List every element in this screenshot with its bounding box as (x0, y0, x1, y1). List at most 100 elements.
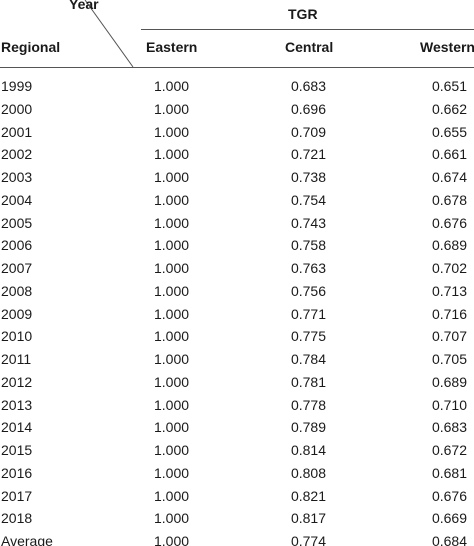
cell-central: 0.754 (290, 191, 326, 208)
header-diagonal-line (84, 0, 134, 68)
cell-year: 2003 (1, 169, 33, 185)
table-row: 2001 1.000 0.709 0.655 (0, 121, 474, 144)
cell-eastern: 1.000 (154, 146, 190, 163)
cell-year: 1999 (1, 78, 33, 94)
cell-eastern: 1.000 (154, 123, 190, 140)
cell-western: 0.661 (431, 146, 467, 163)
cell-year: 2015 (1, 442, 33, 458)
cell-western: 0.716 (431, 305, 467, 322)
cell-western: 0.684 (431, 533, 467, 546)
cell-western: 0.676 (431, 487, 467, 504)
cell-central: 0.721 (290, 146, 326, 163)
cell-western: 0.672 (431, 442, 467, 458)
cell-eastern: 1.000 (154, 351, 190, 367)
table-row: 2004 1.000 0.754 0.678 (0, 189, 474, 212)
cell-year: 2011 (1, 351, 32, 367)
cell-central: 0.763 (290, 260, 326, 276)
cell-year: 2017 (1, 487, 33, 504)
cell-central: 0.789 (290, 419, 326, 436)
table-row: 2008 1.000 0.756 0.713 (0, 280, 474, 303)
cell-western: 0.702 (431, 260, 467, 276)
cell-western: 0.683 (431, 419, 467, 436)
cell-eastern: 1.000 (154, 214, 190, 231)
table-row: 2013 1.000 0.778 0.710 (0, 394, 474, 417)
corner-header-year: Year (69, 0, 99, 12)
table-row: 2018 1.000 0.817 0.669 (0, 507, 474, 530)
cell-year: 2000 (1, 100, 33, 117)
cell-year: Average (1, 533, 53, 546)
header-bottom-rule (0, 67, 474, 68)
table-row: 2009 1.000 0.771 0.716 (0, 303, 474, 326)
table-row: 2011 1.000 0.784 0.705 (0, 348, 474, 371)
cell-western: 0.662 (431, 100, 467, 117)
cell-central: 0.738 (290, 169, 326, 185)
cell-central: 0.756 (290, 282, 326, 299)
cell-year: 2014 (1, 419, 33, 436)
cell-western: 0.707 (431, 328, 467, 345)
cell-eastern: 1.000 (154, 442, 190, 458)
cell-year: 2007 (1, 260, 33, 276)
cell-western: 0.689 (431, 373, 467, 390)
cell-eastern: 1.000 (154, 328, 190, 345)
table-row: 2015 1.000 0.814 0.672 (0, 439, 474, 462)
cell-central: 0.817 (290, 510, 326, 527)
cell-western: 0.705 (431, 351, 467, 367)
group-header-tgr: TGR (288, 6, 318, 22)
cell-year: 2013 (1, 396, 33, 413)
cell-eastern: 1.000 (154, 396, 190, 413)
cell-central: 0.758 (290, 237, 326, 254)
cell-central: 0.821 (290, 487, 326, 504)
cell-western: 0.676 (431, 214, 467, 231)
table-row: 2014 1.000 0.789 0.683 (0, 416, 474, 439)
cell-eastern: 1.000 (154, 237, 190, 254)
cell-year: 2006 (1, 237, 33, 254)
cell-central: 0.696 (290, 100, 326, 117)
cell-eastern: 1.000 (154, 419, 190, 436)
table-row: 2003 1.000 0.738 0.674 (0, 166, 474, 189)
cell-eastern: 1.000 (154, 191, 190, 208)
column-header-eastern: Eastern (146, 39, 198, 55)
cell-central: 0.814 (290, 442, 326, 458)
table-row: Average 1.000 0.774 0.684 (0, 530, 474, 546)
cell-central: 0.771 (290, 305, 326, 322)
table-row: 2006 1.000 0.758 0.689 (0, 234, 474, 257)
column-header-western: Western (420, 39, 474, 55)
table-row: 2002 1.000 0.721 0.661 (0, 143, 474, 166)
cell-eastern: 1.000 (154, 100, 190, 117)
table-body: 1999 1.000 0.683 0.651 2000 1.000 0.696 0.662 20… (0, 75, 474, 546)
table-row: 1999 1.000 0.683 0.651 (0, 75, 474, 98)
cell-western: 0.713 (431, 282, 467, 299)
cell-year: 2010 (1, 328, 33, 345)
cell-eastern: 1.000 (154, 533, 190, 546)
cell-year: 2009 (1, 305, 33, 322)
cell-eastern: 1.000 (154, 373, 190, 390)
cell-eastern: 1.000 (154, 510, 190, 527)
cell-year: 2008 (1, 282, 33, 299)
cell-eastern: 1.000 (154, 305, 190, 322)
cell-western: 0.710 (431, 396, 467, 413)
cell-eastern: 1.000 (154, 169, 190, 185)
cell-eastern: 1.000 (154, 282, 190, 299)
cell-central: 0.709 (290, 123, 326, 140)
cell-central: 0.781 (290, 373, 326, 390)
cell-western: 0.655 (431, 123, 467, 140)
cell-eastern: 1.000 (154, 487, 190, 504)
cell-western: 0.651 (431, 78, 467, 94)
table-row: 2007 1.000 0.763 0.702 (0, 257, 474, 280)
table-row: 2010 1.000 0.775 0.707 (0, 325, 474, 348)
cell-year: 2002 (1, 146, 33, 163)
cell-eastern: 1.000 (154, 260, 190, 276)
cell-central: 0.778 (290, 396, 326, 413)
cell-western: 0.689 (431, 237, 467, 254)
cell-year: 2018 (1, 510, 33, 527)
cell-year: 2012 (1, 373, 33, 390)
cell-year: 2004 (1, 191, 33, 208)
cell-central: 0.774 (290, 533, 326, 546)
corner-header-regional: Regional (1, 39, 61, 55)
cell-eastern: 1.000 (154, 464, 190, 481)
cell-central: 0.683 (290, 78, 326, 94)
cell-central: 0.808 (290, 464, 326, 481)
cell-western: 0.678 (431, 191, 467, 208)
cell-western: 0.681 (431, 464, 467, 481)
table-row: 2012 1.000 0.781 0.689 (0, 371, 474, 394)
